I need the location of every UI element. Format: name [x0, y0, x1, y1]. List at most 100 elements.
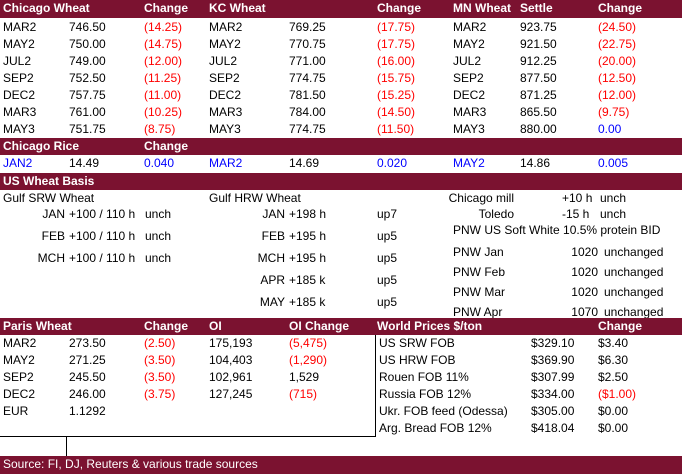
- paris-oi-change: (5,475): [289, 336, 328, 350]
- world-price: $307.99: [531, 370, 575, 384]
- futures-header: Chicago Wheat Change KC Wheat Change MN …: [0, 0, 682, 18]
- kc-wheat-title: KC Wheat: [209, 1, 266, 15]
- world-price: $329.10: [531, 336, 575, 350]
- world-label: Russia FOB 12%: [379, 387, 472, 401]
- srw-change: unch: [145, 229, 172, 243]
- chicago-price: 750.00: [69, 37, 106, 51]
- hrw-change: up7: [377, 207, 398, 221]
- rice-header: Chicago Rice Change: [0, 138, 682, 155]
- hrw-month: FEB: [261, 229, 285, 243]
- chicago-change: (12.00): [144, 54, 183, 68]
- mn-month: MAR2: [453, 20, 487, 34]
- chicago-mill-change: unch: [600, 191, 627, 205]
- mn-price: 865.50: [520, 105, 557, 119]
- pnw-price: 1020: [571, 285, 598, 299]
- mn-price: 921.50: [520, 37, 557, 51]
- pnw-title: PNW US Soft White 10.5% protein BID: [453, 223, 661, 237]
- paris-title: Paris Wheat: [3, 319, 72, 333]
- paris-price: 245.50: [69, 370, 106, 384]
- chicago-change: (11.25): [144, 71, 182, 85]
- mn-change: 0.00: [598, 122, 622, 136]
- srw-month: MCH: [37, 251, 65, 265]
- mn-month: MAY3: [453, 122, 485, 136]
- kc-price: 769.25: [289, 20, 326, 34]
- rice-price-1: 14.49: [69, 156, 100, 170]
- kc-month: SEP2: [209, 71, 240, 85]
- paris-change-header: Change: [144, 319, 189, 333]
- hrw-month: APR: [260, 273, 285, 287]
- srw-change: unch: [145, 251, 172, 265]
- paris-price: 273.50: [69, 336, 106, 350]
- kc-month: MAR3: [209, 105, 243, 119]
- rice-month-3: MAY2: [453, 156, 485, 170]
- mn-month: MAR3: [453, 105, 487, 119]
- hrw-change: up5: [377, 251, 398, 265]
- hrw-month: JAN: [262, 207, 285, 221]
- pnw-label: PNW Feb: [453, 265, 506, 279]
- paris-bottom-border: [0, 436, 376, 437]
- eur-label: EUR: [3, 404, 29, 418]
- basis-header: US Wheat Basis: [0, 173, 682, 190]
- chicago-change-header: Change: [144, 1, 189, 15]
- chicago-price: 749.00: [69, 54, 106, 68]
- chicago-month: MAY3: [3, 122, 35, 136]
- hrw-bid: +198 h: [289, 207, 327, 221]
- paris-change: (3.50): [144, 353, 176, 367]
- hrw-bid: +195 h: [289, 251, 327, 265]
- rice-change-1: 0.040: [144, 156, 175, 170]
- kc-price: 781.50: [289, 88, 326, 102]
- world-price: $305.00: [531, 404, 575, 418]
- chicago-month: MAR2: [3, 20, 37, 34]
- hrw-bid: +195 h: [289, 229, 327, 243]
- toledo-bid: -15 h: [562, 207, 590, 221]
- paris-change: (3.50): [144, 370, 176, 384]
- rice-price-3: 14.86: [520, 156, 551, 170]
- chicago-month: MAY2: [3, 37, 35, 51]
- source-text: Source: FI, DJ, Reuters & various trade …: [3, 457, 258, 471]
- pnw-change: unchanged: [604, 265, 664, 279]
- hrw-month: MAY: [259, 295, 285, 309]
- srw-bid: +100 / 110 h: [69, 251, 136, 265]
- world-change: $2.50: [598, 370, 629, 384]
- mn-price: 923.75: [520, 20, 557, 34]
- chicago-month: MAR3: [3, 105, 37, 119]
- paris-oi: 175,193: [209, 336, 253, 350]
- mn-change: (9.75): [598, 105, 630, 119]
- pnw-change: unchanged: [604, 285, 664, 299]
- pnw-change: unchanged: [604, 245, 664, 259]
- world-label: US HRW FOB: [379, 353, 456, 367]
- kc-change-header: Change: [377, 1, 422, 15]
- gulf-hrw-title: Gulf HRW Wheat: [209, 191, 301, 205]
- chicago-month: SEP2: [3, 71, 34, 85]
- mn-change: (22.75): [598, 37, 637, 51]
- chicago-change: (11.00): [144, 88, 182, 102]
- chicago-price: 761.00: [69, 105, 106, 119]
- pnw-label: PNW Jan: [453, 245, 504, 259]
- pnw-label: PNW Apr: [453, 305, 503, 319]
- pnw-label: PNW Mar: [453, 285, 505, 299]
- chicago-price: 757.75: [69, 88, 106, 102]
- rice-month-1: JAN2: [3, 156, 33, 170]
- source-footer: Source: FI, DJ, Reuters & various trade …: [0, 456, 682, 474]
- mn-settle-header: Settle: [520, 1, 553, 15]
- mn-change: (24.50): [598, 20, 637, 34]
- mn-month: SEP2: [453, 71, 484, 85]
- paris-oi-change: (1,290): [289, 353, 328, 367]
- mn-price: 871.25: [520, 88, 557, 102]
- mn-month: JUL2: [453, 54, 482, 68]
- mn-month: DEC2: [453, 88, 486, 102]
- paris-world-header: Paris Wheat Change OI OI Change World Pr…: [0, 318, 682, 335]
- chicago-change: (14.25): [144, 20, 183, 34]
- rice-month-2: MAR2: [209, 156, 243, 170]
- paris-oi-change: 1,529: [289, 370, 320, 384]
- kc-price: 770.75: [289, 37, 326, 51]
- world-price: $334.00: [531, 387, 575, 401]
- paris-month: DEC2: [3, 387, 36, 401]
- mn-price: 877.50: [520, 71, 557, 85]
- source-divider: [66, 436, 67, 456]
- world-change: $6.30: [598, 353, 629, 367]
- world-label: US SRW FOB: [379, 336, 455, 350]
- mn-price: 880.00: [520, 122, 557, 136]
- kc-month: DEC2: [209, 88, 242, 102]
- world-label: Ukr. FOB feed (Odessa): [379, 404, 508, 418]
